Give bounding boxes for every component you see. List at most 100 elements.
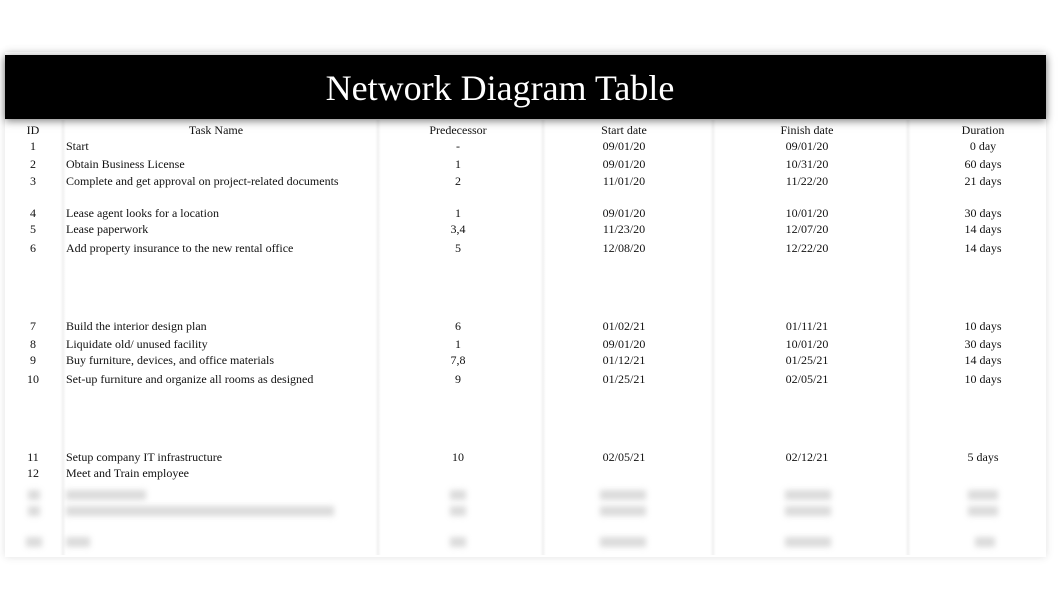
- blurred-text: [975, 537, 995, 547]
- id-cell: 1: [30, 139, 36, 153]
- blurred-text: [28, 490, 40, 500]
- column-divider: [905, 120, 911, 555]
- predecessor-cell: 3,4: [450, 222, 466, 236]
- id-cell: 7: [30, 319, 36, 333]
- start-date-cell: 12/08/20: [602, 241, 646, 255]
- duration-cell: 10 days: [964, 372, 1002, 386]
- blurred-text: [968, 490, 998, 500]
- id-cell: 12: [27, 466, 39, 480]
- predecessor-cell: 9: [455, 372, 461, 386]
- header-duration: Duration: [961, 123, 1005, 137]
- predecessor-cell: 2: [455, 174, 461, 188]
- finish-date-cell: 12/22/20: [785, 241, 829, 255]
- id-cell: 9: [30, 353, 36, 367]
- column-divider: [710, 120, 716, 555]
- blurred-text: [450, 506, 466, 516]
- duration-cell: 10 days: [964, 319, 1002, 333]
- predecessor-cell: -: [456, 139, 460, 153]
- blurred-text: [450, 490, 466, 500]
- finish-date-cell: 12/07/20: [785, 222, 829, 236]
- blurred-text: [66, 490, 146, 500]
- task-name-cell: Lease agent looks for a location: [66, 206, 219, 220]
- predecessor-cell: 1: [455, 157, 461, 171]
- id-cell: 2: [30, 157, 36, 171]
- blurred-text: [600, 537, 646, 547]
- id-cell: 10: [27, 372, 39, 386]
- duration-cell: 30 days: [964, 206, 1002, 220]
- duration-cell: 0 day: [969, 139, 997, 153]
- duration-cell: 14 days: [964, 241, 1002, 255]
- duration-cell: 5 days: [967, 450, 999, 464]
- start-date-cell: 09/01/20: [602, 139, 646, 153]
- predecessor-cell: 6: [455, 319, 461, 333]
- id-cell: 8: [30, 337, 36, 351]
- finish-date-cell: 02/12/21: [785, 450, 829, 464]
- header-task-name: Task Name: [188, 123, 244, 137]
- header-start-date: Start date: [601, 123, 647, 137]
- id-cell: 3: [30, 174, 36, 188]
- task-name-cell: Buy furniture, devices, and office mater…: [66, 353, 275, 367]
- column-divider: [375, 120, 381, 555]
- finish-date-cell: 10/01/20: [785, 337, 829, 351]
- blurred-text: [600, 490, 646, 500]
- blurred-text: [66, 506, 334, 516]
- header-predecessor: Predecessor: [429, 123, 487, 137]
- finish-date-cell: 11/22/20: [785, 174, 829, 188]
- task-name-cell: Obtain Business License: [66, 157, 185, 171]
- task-name-cell: Start: [66, 139, 89, 153]
- blurred-text: [26, 537, 42, 547]
- header-finish-date: Finish date: [780, 123, 834, 137]
- blurred-text: [968, 506, 998, 516]
- start-date-cell: 01/25/21: [602, 372, 646, 386]
- column-divider: [540, 120, 546, 555]
- predecessor-cell: 7,8: [450, 353, 466, 367]
- id-cell: 4: [30, 206, 36, 220]
- predecessor-cell: 5: [455, 241, 461, 255]
- id-cell: 6: [30, 241, 36, 255]
- task-name-cell: Setup company IT infrastructure: [66, 450, 223, 464]
- start-date-cell: 01/02/21: [602, 319, 646, 333]
- blurred-text: [600, 506, 646, 516]
- finish-date-cell: 01/25/21: [785, 353, 829, 367]
- finish-date-cell: 02/05/21: [785, 372, 829, 386]
- finish-date-cell: 10/31/20: [785, 157, 829, 171]
- task-name-cell: Meet and Train employee: [66, 466, 189, 480]
- predecessor-cell: 10: [452, 450, 464, 464]
- task-name-cell: Complete and get approval on project-rel…: [66, 174, 339, 188]
- duration-cell: 14 days: [964, 222, 1002, 236]
- blurred-text: [450, 537, 466, 547]
- start-date-cell: 11/01/20: [602, 174, 646, 188]
- id-cell: 5: [30, 222, 36, 236]
- predecessor-cell: 1: [455, 206, 461, 220]
- blurred-text: [785, 490, 831, 500]
- duration-cell: 60 days: [964, 157, 1002, 171]
- task-name-cell: Build the interior design plan: [66, 319, 207, 333]
- finish-date-cell: 09/01/20: [785, 139, 829, 153]
- column-divider: [60, 120, 66, 555]
- finish-date-cell: 01/11/21: [785, 319, 829, 333]
- start-date-cell: 09/01/20: [602, 157, 646, 171]
- header-id: ID: [26, 123, 40, 137]
- blurred-text: [28, 506, 40, 516]
- duration-cell: 30 days: [964, 337, 1002, 351]
- start-date-cell: 02/05/21: [602, 450, 646, 464]
- start-date-cell: 09/01/20: [602, 206, 646, 220]
- task-name-cell: Set-up furniture and organize all rooms …: [66, 372, 314, 386]
- sheet: [5, 52, 1046, 557]
- duration-cell: 21 days: [964, 174, 1002, 188]
- duration-cell: 14 days: [964, 353, 1002, 367]
- page-title: Network Diagram Table: [325, 68, 675, 108]
- predecessor-cell: 1: [455, 337, 461, 351]
- blurred-text: [785, 537, 831, 547]
- task-name-cell: Liquidate old/ unused facility: [66, 337, 208, 351]
- title-banner: [5, 55, 1046, 119]
- task-name-cell: Add property insurance to the new rental…: [66, 241, 294, 255]
- finish-date-cell: 10/01/20: [785, 206, 829, 220]
- start-date-cell: 11/23/20: [602, 222, 646, 236]
- id-cell: 11: [27, 450, 39, 464]
- blurred-text: [785, 506, 831, 516]
- blurred-text: [66, 537, 90, 547]
- task-name-cell: Lease paperwork: [66, 222, 149, 236]
- start-date-cell: 01/12/21: [602, 353, 646, 367]
